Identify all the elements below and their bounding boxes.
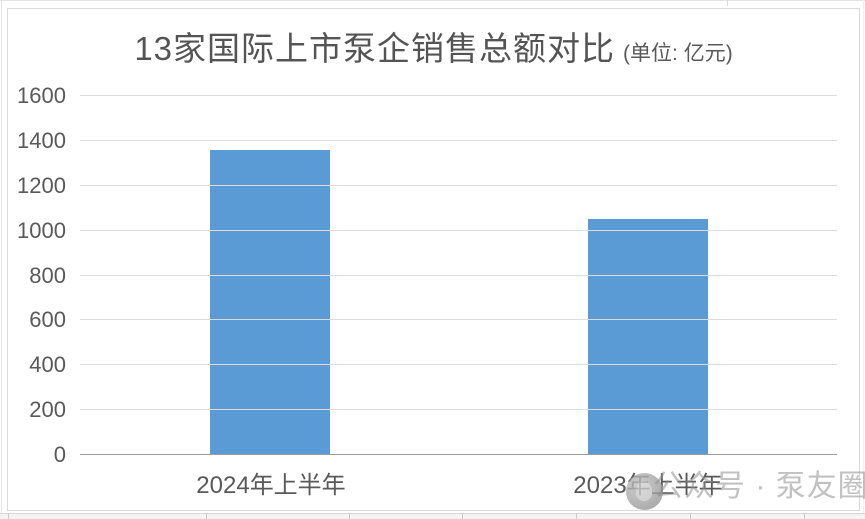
sheet-gridline-right — [863, 0, 864, 519]
y-tick-label: 200 — [29, 397, 66, 423]
gridline — [80, 274, 837, 276]
sheet-cell-line — [349, 513, 350, 519]
sheet-cell-line — [690, 513, 691, 519]
gridline — [80, 364, 837, 366]
watermark: 公众号 · 泵友圈 — [626, 467, 865, 510]
gridline — [80, 184, 837, 186]
sheet-bottom-strip — [0, 514, 865, 519]
chart-title-text: 13家国际上市泵企销售总额对比 — [134, 30, 616, 67]
plot-area: 0 200 400 600 800 1000 1200 1400 1600 — [17, 85, 837, 466]
bar-2023-h1[interactable] — [588, 219, 708, 455]
y-tick-label: 0 — [53, 442, 66, 467]
gridline — [80, 319, 837, 321]
y-tick-label: 1600 — [17, 83, 66, 108]
bar-2024-h1[interactable] — [210, 149, 330, 455]
gridline — [80, 95, 837, 96]
gridline — [80, 229, 837, 231]
sheet-gridline-left — [1, 0, 2, 519]
x-axis-line — [80, 454, 837, 455]
sheet-cell-line — [576, 513, 577, 519]
watermark-text: 公众号 · 泵友圈 — [653, 470, 865, 503]
sheet-gridline-bottom — [0, 513, 865, 514]
chart-area[interactable]: 13家国际上市泵企销售总额对比 (单位: 亿元) 0 200 400 600 800 100… — [7, 8, 865, 511]
y-tick-label: 1000 — [17, 217, 66, 243]
x-axis-label-2024: 2024年上半年 — [196, 472, 346, 499]
sheet-cell-line — [206, 513, 207, 519]
sheet-cell-line — [8, 513, 9, 519]
gridline — [80, 409, 837, 411]
y-tick-label: 600 — [29, 307, 66, 333]
y-tick-label: 1400 — [17, 127, 66, 153]
sheet-cell-line — [804, 513, 805, 519]
y-tick-label: 400 — [29, 352, 66, 378]
y-tick-label: 800 — [29, 262, 66, 288]
chart-title-unit: (单位: 亿元) — [623, 42, 733, 65]
sheet-column-tick — [727, 0, 728, 6]
watermark-logo-icon — [626, 473, 663, 510]
y-tick-label: 1200 — [17, 172, 66, 198]
sheet-cell-line — [462, 513, 463, 519]
chart-title: 13家国际上市泵企销售总额对比 (单位: 亿元) — [8, 22, 859, 70]
gridline — [80, 139, 837, 141]
sheet-gridline-top — [0, 0, 865, 1]
